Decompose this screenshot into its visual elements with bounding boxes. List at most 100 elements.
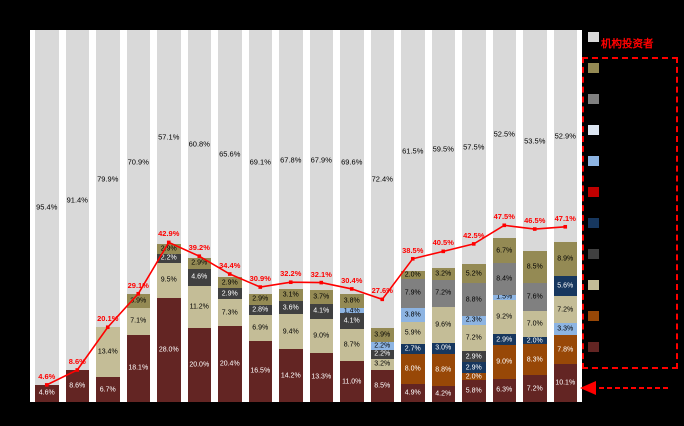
legend-swatch bbox=[588, 94, 599, 104]
individual-investors-label: 59.5% bbox=[432, 144, 454, 154]
bar-segment-label: 2.2% bbox=[374, 342, 391, 350]
bar-segment-label: 3.9% bbox=[374, 331, 391, 339]
bar-segment-label: 7.6% bbox=[526, 293, 543, 301]
bar-segment: 11.0% bbox=[340, 361, 364, 402]
bar-segment-label: 8.6% bbox=[69, 382, 86, 390]
bar: 8.6% 91.4% bbox=[65, 30, 89, 402]
individual-investors-label: 91.4% bbox=[66, 195, 88, 205]
bar-segment: 6.9% bbox=[248, 314, 272, 341]
individual-investors-label: 57.5% bbox=[463, 142, 485, 152]
individual-investors-segment: 67.8% bbox=[279, 30, 303, 290]
bar-segment: 7.0% bbox=[523, 310, 547, 337]
bar-segment-label: 7.2% bbox=[526, 385, 543, 393]
individual-investors-label: 69.1% bbox=[249, 157, 271, 167]
individual-investors-label: 72.4% bbox=[371, 174, 393, 184]
bar-segment-label: 5.2% bbox=[465, 270, 482, 278]
bar-segment-label: 9.4% bbox=[282, 328, 299, 336]
bar: 10.1% 7.8% 3.3% 7.2% 5.6% 8.9% 52.9% bbox=[553, 30, 577, 402]
bar-segment: 8.7% bbox=[340, 328, 364, 362]
bar-segment: 2.2% bbox=[157, 254, 181, 263]
bar-segment: 11.2% bbox=[187, 285, 211, 328]
bar-segment: 3.1% bbox=[279, 289, 303, 301]
bar-segment: 5.8% bbox=[462, 380, 486, 402]
legend-swatch bbox=[588, 125, 599, 135]
bar-segment: 2.0% bbox=[523, 336, 547, 345]
bar-segment-label: 2.7% bbox=[404, 345, 421, 353]
bar-segment-label: 14.2% bbox=[280, 372, 301, 380]
bar: 28.0% 9.5% 2.2% 2.9% 57.1% bbox=[157, 30, 181, 402]
bar-segment-label: 9.6% bbox=[435, 321, 452, 329]
bar-segment: 7.8% bbox=[553, 335, 577, 365]
bar-segment-label: 3.3% bbox=[557, 325, 574, 333]
bar-segment: 7.2% bbox=[553, 296, 577, 324]
bar-segment-label: 7.1% bbox=[130, 317, 147, 325]
bar-segment: 2.3% bbox=[462, 316, 486, 325]
bar-segment: 8.3% bbox=[523, 344, 547, 376]
bar-segment: 9.0% bbox=[492, 345, 516, 379]
bar-segment-label: 8.5% bbox=[526, 263, 543, 271]
bar-segment: 2.2% bbox=[370, 350, 394, 359]
bar-segment: 3.8% bbox=[340, 294, 364, 309]
individual-investors-label: 65.6% bbox=[219, 148, 241, 158]
individual-investors-label: 57.1% bbox=[158, 132, 180, 142]
individual-investors-label: 53.5% bbox=[524, 135, 546, 145]
bar-segment: 4.1% bbox=[309, 303, 333, 320]
bar: 7.2% 8.3% 2.0% 7.0% 7.6% 8.5% 53.5% bbox=[523, 30, 547, 402]
bar-segment: 20.0% bbox=[187, 327, 211, 402]
bar-segment: 9.4% bbox=[279, 314, 303, 350]
bar-segment-label: 5.9% bbox=[404, 329, 421, 337]
bar-segment: 8.5% bbox=[370, 370, 394, 402]
bar-segment-label: 20.4% bbox=[219, 360, 240, 368]
bar-segment-label: 8.5% bbox=[374, 382, 391, 390]
bar-segment: 7.1% bbox=[126, 308, 150, 335]
bars-container: 4.6% 95.4% 8.6% 91.4% 6.7% 13.4% 79.9% 18.1% 7.1… bbox=[30, 30, 582, 402]
bar-segment: 4.1% bbox=[340, 313, 364, 329]
bar-segment: 4.9% bbox=[401, 383, 425, 402]
legend-swatch bbox=[588, 249, 599, 259]
individual-investors-segment: 52.9% bbox=[553, 30, 577, 243]
bar-segment-label: 4.1% bbox=[313, 307, 330, 315]
individual-investors-label: 79.9% bbox=[97, 173, 119, 183]
bar: 14.2% 9.4% 3.6% 3.1% 67.8% bbox=[279, 30, 303, 402]
legend-swatch bbox=[588, 311, 599, 321]
bar-segment: 2.9% bbox=[157, 243, 181, 255]
bar-segment: 4.6% bbox=[35, 384, 59, 402]
bar: 6.3% 9.0% 2.9% 9.2% 1.5% 8.4% 6.7% 52.5% bbox=[492, 30, 516, 402]
bar-segment: 3.8% bbox=[401, 307, 425, 323]
bar-segment-label: 11.2% bbox=[189, 303, 209, 311]
bar-segment-label: 11.0% bbox=[342, 378, 362, 386]
bar-segment: 1.4% bbox=[340, 307, 364, 314]
bar-segment: 4.2% bbox=[431, 386, 455, 402]
individual-investors-label: 52.5% bbox=[493, 129, 515, 139]
legend-swatch bbox=[588, 218, 599, 228]
bar-segment: 28.0% bbox=[157, 297, 181, 402]
bar-segment-label: 7.2% bbox=[465, 334, 482, 342]
bar: 20.0% 11.2% 4.6% 2.9% 60.8% bbox=[187, 30, 211, 402]
bar-segment: 1.5% bbox=[492, 294, 516, 301]
bar-segment: 9.5% bbox=[157, 262, 181, 298]
bar-segment-label: 3.2% bbox=[374, 360, 391, 368]
bar-segment: 6.3% bbox=[492, 378, 516, 402]
bar-segment-label: 3.0% bbox=[435, 344, 452, 352]
bar-segment-label: 2.9% bbox=[221, 279, 238, 287]
bar-segment: 7.2% bbox=[462, 324, 486, 352]
individual-investors-label: 95.4% bbox=[36, 202, 58, 212]
bar-segment-label: 13.4% bbox=[97, 348, 118, 356]
bar-segment-label: 8.3% bbox=[526, 356, 543, 364]
bar-segment: 3.2% bbox=[370, 358, 394, 371]
bar-segment-label: 2.9% bbox=[160, 245, 177, 253]
individual-investors-segment: 69.1% bbox=[248, 30, 272, 294]
bar-segment-label: 3.2% bbox=[435, 270, 452, 278]
dashed-arrow-icon bbox=[580, 381, 668, 395]
bar-segment: 8.4% bbox=[492, 263, 516, 295]
legend-dashed-box bbox=[582, 57, 678, 369]
bar-segment: 2.9% bbox=[218, 288, 242, 299]
bar-segment: 2.7% bbox=[401, 344, 425, 355]
bar: 13.3% 9.0% 4.1% 3.7% 67.9% bbox=[309, 30, 333, 402]
bar-segment-label: 3.6% bbox=[282, 304, 299, 312]
bar-segment-label: 3.9% bbox=[130, 297, 147, 305]
individual-investors-label: 67.8% bbox=[280, 154, 302, 164]
bar-segment-label: 2.2% bbox=[160, 254, 177, 262]
individual-investors-segment: 69.6% bbox=[340, 30, 364, 295]
